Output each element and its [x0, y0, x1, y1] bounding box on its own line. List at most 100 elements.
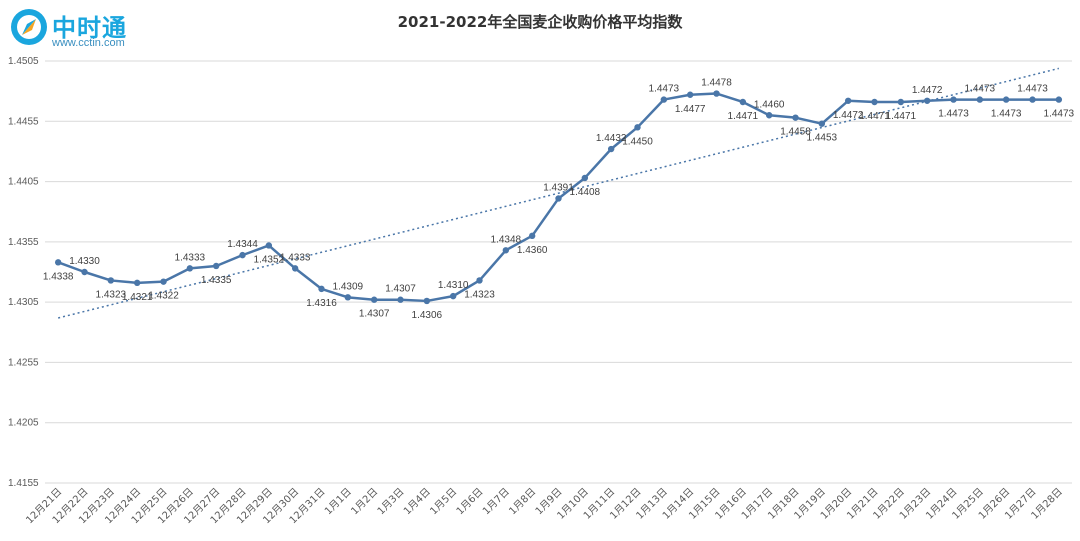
y-tick-label: 1.4305 — [8, 297, 39, 308]
data-label: 1.4344 — [227, 239, 258, 250]
y-tick-label: 1.4205 — [8, 418, 39, 429]
data-label: 1.4471 — [859, 111, 890, 122]
data-label: 1.4352 — [254, 254, 285, 265]
y-tick-label: 1.4255 — [8, 357, 39, 368]
trendline-layer — [57, 67, 1060, 319]
data-point — [502, 247, 510, 254]
data-label: 1.4471 — [886, 111, 917, 122]
data-label: 1.4477 — [675, 104, 706, 115]
data-point — [265, 242, 273, 249]
data-label: 1.4450 — [622, 136, 653, 147]
data-point — [397, 296, 404, 303]
y-axis: 1.4505 1.4455 1.4405 1.4355 1.4305 1.4255 1.42… — [8, 56, 39, 489]
x-tick-label: 1月8日 — [507, 486, 539, 518]
data-label: 1.4348 — [491, 234, 522, 245]
data-label: 1.4408 — [570, 187, 601, 198]
data-label: 1.4330 — [69, 256, 100, 267]
data-point — [792, 114, 799, 121]
data-label: 1.4473 — [649, 84, 680, 95]
data-label: 1.4310 — [438, 280, 469, 291]
data-point — [871, 98, 878, 106]
data-label: 1.4333 — [175, 252, 206, 263]
logo-badge-icon — [11, 9, 47, 45]
data-label: 1.4335 — [201, 275, 232, 286]
data-point — [476, 277, 483, 284]
data-point — [581, 174, 589, 182]
logo: 中时通 www.cctin.com — [10, 6, 150, 50]
data-label: 1.4472 — [833, 110, 864, 121]
data-point — [739, 98, 747, 106]
data-label: 1.4307 — [385, 284, 416, 295]
data-point — [897, 98, 905, 106]
data-point — [765, 112, 773, 119]
data-point — [186, 265, 194, 272]
data-point — [555, 195, 562, 202]
data-label: 1.4391 — [543, 182, 574, 193]
data-point — [844, 97, 852, 104]
data-label: 1.4322 — [148, 291, 179, 302]
data-point — [54, 259, 62, 266]
trendline — [57, 67, 1060, 319]
data-label: 1.4307 — [359, 309, 390, 320]
data-label: 1.4306 — [412, 310, 443, 321]
data-point — [423, 297, 431, 305]
x-tick-label: 1月2日 — [349, 486, 381, 518]
data-point — [81, 268, 88, 276]
x-axis: 12月21日12月22日12月23日12月24日12月25日12月26日12月2… — [24, 486, 1065, 527]
chart-title: 2021-2022年全国麦企收购价格平均指数 — [397, 13, 683, 31]
data-point — [449, 292, 457, 300]
data-point — [344, 294, 352, 301]
y-tick-label: 1.4355 — [8, 237, 39, 248]
data-point — [634, 124, 641, 131]
x-tick-label: 1月5日 — [428, 486, 460, 518]
data-label: 1.4473 — [938, 109, 969, 120]
data-label: 1.4458 — [780, 127, 811, 138]
data-point — [370, 296, 378, 303]
x-tick-label: 1月7日 — [480, 486, 512, 518]
data-point — [239, 251, 246, 259]
data-label: 1.4478 — [701, 78, 732, 89]
data-point — [1055, 96, 1063, 103]
data-point — [818, 120, 826, 127]
data-point — [607, 145, 615, 153]
data-label: 1.4471 — [728, 111, 759, 122]
data-point — [133, 279, 141, 287]
data-label: 1.4472 — [912, 85, 943, 96]
data-label: 1.4432 — [596, 133, 627, 144]
data-point — [291, 265, 299, 272]
data-label: 1.4309 — [333, 281, 364, 292]
data-point — [318, 285, 325, 293]
data-point — [212, 262, 220, 270]
x-tick-label: 1月6日 — [454, 486, 486, 518]
data-point — [160, 278, 167, 285]
data-point — [923, 97, 931, 104]
grid-layer — [45, 60, 1072, 484]
data-point — [528, 232, 536, 240]
logo-name: 中时通 — [52, 14, 127, 42]
data-point — [107, 277, 115, 284]
data-label: 1.4473 — [1017, 84, 1048, 95]
data-label: 1.4473 — [1044, 109, 1075, 120]
data-label: 1.4323 — [96, 289, 127, 300]
series-layer — [54, 90, 1063, 305]
data-label: 1.4321 — [122, 292, 153, 303]
data-label: 1.4316 — [306, 298, 337, 309]
data-point — [976, 96, 984, 103]
x-tick-label: 1月1日 — [322, 486, 354, 518]
data-point — [660, 96, 668, 103]
data-point — [1002, 96, 1010, 103]
y-tick-label: 1.4155 — [8, 478, 39, 489]
data-label: 1.4473 — [991, 109, 1022, 120]
data-label-layer: 1.43381.43301.43231.43211.43221.43331.43… — [43, 78, 1075, 321]
data-label: 1.4453 — [807, 133, 838, 144]
data-label: 1.4473 — [965, 84, 996, 95]
data-label: 1.4460 — [754, 99, 785, 110]
logo-url: www.cctin.com — [52, 37, 125, 49]
data-point — [950, 96, 957, 103]
data-point — [686, 91, 694, 98]
data-label: 1.4338 — [43, 271, 74, 282]
y-tick-label: 1.4455 — [8, 116, 39, 127]
data-label: 1.4323 — [464, 289, 495, 300]
data-point — [1029, 96, 1036, 103]
